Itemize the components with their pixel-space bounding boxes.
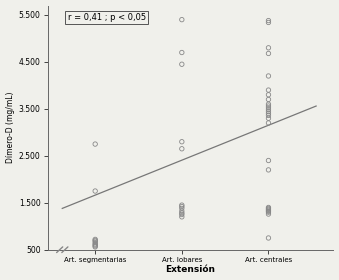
Point bbox=[266, 74, 271, 78]
Point bbox=[266, 210, 271, 214]
Point bbox=[93, 142, 98, 146]
Point bbox=[93, 244, 98, 248]
Point bbox=[93, 239, 98, 244]
Point bbox=[266, 106, 271, 110]
X-axis label: Extensión: Extensión bbox=[165, 265, 216, 274]
Point bbox=[266, 121, 271, 125]
Point bbox=[93, 242, 98, 246]
Point bbox=[93, 243, 98, 247]
Point bbox=[179, 139, 184, 144]
Point bbox=[179, 204, 184, 209]
Point bbox=[266, 205, 271, 210]
Point bbox=[266, 207, 271, 212]
Point bbox=[93, 238, 98, 242]
Y-axis label: Dímero-D (mg/mL): Dímero-D (mg/mL) bbox=[5, 92, 15, 164]
Point bbox=[266, 18, 271, 23]
Point bbox=[266, 51, 271, 56]
Point bbox=[266, 212, 271, 216]
Point bbox=[266, 236, 271, 240]
Point bbox=[179, 206, 184, 211]
Point bbox=[93, 237, 98, 242]
Point bbox=[266, 168, 271, 172]
Point bbox=[266, 104, 271, 108]
Point bbox=[266, 102, 271, 106]
Point bbox=[266, 108, 271, 112]
Point bbox=[179, 212, 184, 217]
Point bbox=[266, 92, 271, 97]
Point bbox=[266, 206, 271, 211]
Point bbox=[179, 203, 184, 207]
Point bbox=[179, 214, 184, 219]
Point bbox=[93, 189, 98, 193]
Point bbox=[266, 116, 271, 120]
Point bbox=[93, 245, 98, 249]
Point bbox=[179, 62, 184, 66]
Point bbox=[179, 17, 184, 22]
Point bbox=[266, 208, 271, 213]
Point bbox=[266, 97, 271, 102]
Point bbox=[179, 209, 184, 213]
Point bbox=[266, 158, 271, 163]
Point bbox=[266, 113, 271, 118]
Point bbox=[266, 20, 271, 25]
Point bbox=[93, 17, 98, 22]
Point bbox=[93, 241, 98, 245]
Point bbox=[266, 109, 271, 114]
Point bbox=[179, 211, 184, 215]
Point bbox=[266, 46, 271, 50]
Point bbox=[266, 88, 271, 92]
Point bbox=[266, 209, 271, 213]
Text: r = 0,41 ; p < 0,05: r = 0,41 ; p < 0,05 bbox=[67, 13, 146, 22]
Point bbox=[266, 111, 271, 116]
Point bbox=[179, 146, 184, 151]
Point bbox=[179, 50, 184, 55]
